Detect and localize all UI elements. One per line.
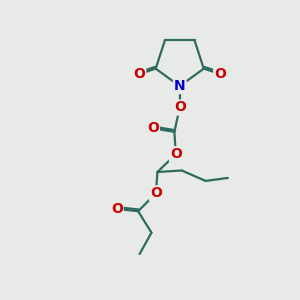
Text: N: N <box>174 79 185 93</box>
Text: O: O <box>150 186 162 200</box>
Text: O: O <box>111 202 123 216</box>
Text: O: O <box>174 100 186 115</box>
Text: O: O <box>147 121 159 135</box>
Text: O: O <box>214 67 226 81</box>
Text: O: O <box>170 147 182 161</box>
Text: O: O <box>134 67 145 81</box>
